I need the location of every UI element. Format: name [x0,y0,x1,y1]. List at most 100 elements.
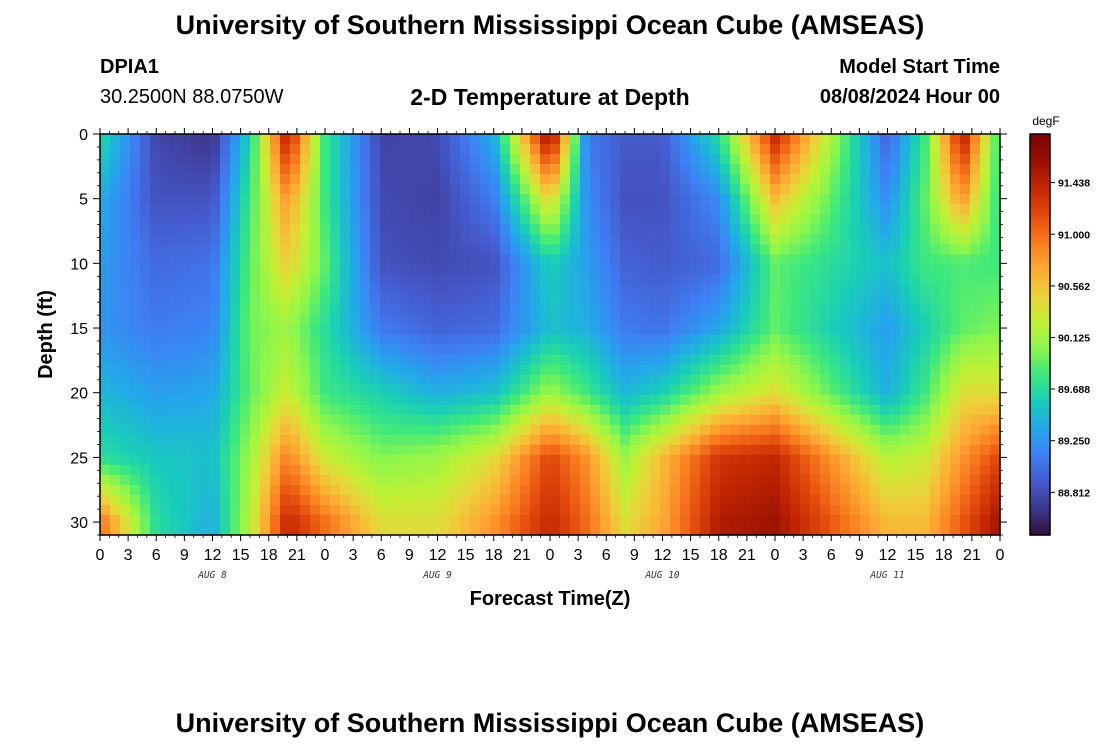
heatmap-cell [880,424,891,436]
heatmap-cell [870,214,881,225]
heatmap-cell [510,134,521,145]
heatmap-cell [730,524,741,536]
heatmap-cell [190,494,201,506]
heatmap-cell [640,224,651,235]
heatmap-cell [710,484,721,496]
heatmap-cell [710,494,721,506]
heatmap-cell [410,304,421,316]
heatmap-cell [850,274,861,285]
heatmap-cell [910,244,921,255]
heatmap-cell [460,374,471,386]
heatmap-cell [220,424,231,436]
heatmap-cell [560,304,571,316]
heatmap-cell [390,514,401,526]
heatmap-cell [910,414,921,426]
heatmap-cell [410,414,421,426]
heatmap-cell [960,464,971,476]
heatmap-cell [750,334,761,346]
heatmap-cell [800,314,811,326]
heatmap-cell [860,434,871,446]
heatmap-cell [340,374,351,386]
heatmap-cell [940,484,951,496]
heatmap-cell [550,224,561,235]
heatmap-cell [160,384,171,396]
heatmap-cell [120,144,131,155]
heatmap-cell [760,364,771,376]
heatmap-cell [520,514,531,526]
heatmap-cell [380,514,391,526]
heatmap-cell [580,304,591,316]
heatmap-cell [340,474,351,486]
heatmap-cell [190,504,201,516]
heatmap-cell [220,134,231,145]
heatmap-cell [650,174,661,185]
heatmap-cell [590,194,601,205]
heatmap-cell [250,194,261,205]
heatmap-cell [530,374,541,386]
heatmap-cell [150,204,161,215]
heatmap-cell [530,134,541,145]
heatmap-cell [610,474,621,486]
heatmap-cell [160,304,171,316]
heatmap-cell [780,214,791,225]
heatmap-cell [290,354,301,366]
heatmap-cell [940,164,951,175]
heatmap-cell [360,154,371,165]
heatmap-cell [180,214,191,225]
heatmap-cell [360,214,371,225]
colorbar-segment [1030,514,1050,519]
heatmap-cell [260,314,271,326]
heatmap-cell [130,324,141,336]
heatmap-cell [230,204,241,215]
heatmap-cell [370,284,381,296]
heatmap-cell [400,134,411,145]
heatmap-cell [570,154,581,165]
heatmap-cell [810,404,821,416]
heatmap-cell [580,374,591,386]
heatmap-cell [270,134,281,145]
footer-title: University of Southern Mississippi Ocean… [175,708,925,738]
heatmap-cell [210,184,221,195]
heatmap-cell [350,384,361,396]
heatmap-cell [370,324,381,336]
heatmap-cell [680,464,691,476]
heatmap-cell [670,334,681,346]
heatmap-cell [510,364,521,376]
heatmap-cell [350,144,361,155]
heatmap-cell [890,244,901,255]
heatmap-cell [720,234,731,245]
heatmap-cell [880,234,891,245]
heatmap-cell [840,514,851,526]
heatmap-cell [180,404,191,416]
heatmap-cell [810,484,821,496]
heatmap-cell [140,264,151,275]
heatmap-cell [850,474,861,486]
heatmap-cell [120,274,131,285]
heatmap-cell [550,214,561,225]
heatmap-cell [190,334,201,346]
heatmap-cell [310,404,321,416]
heatmap-cell [270,184,281,195]
heatmap-cell [770,364,781,376]
heatmap-cell [760,334,771,346]
heatmap-cell [210,304,221,316]
heatmap-cell [690,344,701,356]
heatmap-cell [300,184,311,195]
y-tick-label: 30 [70,515,88,532]
heatmap-cell [820,144,831,155]
heatmap-cell [870,414,881,426]
heatmap-cell [140,294,151,306]
heatmap-cell [310,164,321,175]
heatmap-cell [670,304,681,316]
heatmap-cell [130,364,141,376]
heatmap-cell [890,254,901,265]
heatmap-cell [900,514,911,526]
heatmap-cell [720,244,731,255]
heatmap-cell [860,404,871,416]
heatmap-cell [510,244,521,255]
heatmap-cell [130,194,141,205]
heatmap-cell [880,464,891,476]
heatmap-cell [370,334,381,346]
heatmap-cell [760,374,771,386]
heatmap-cell [230,254,241,265]
